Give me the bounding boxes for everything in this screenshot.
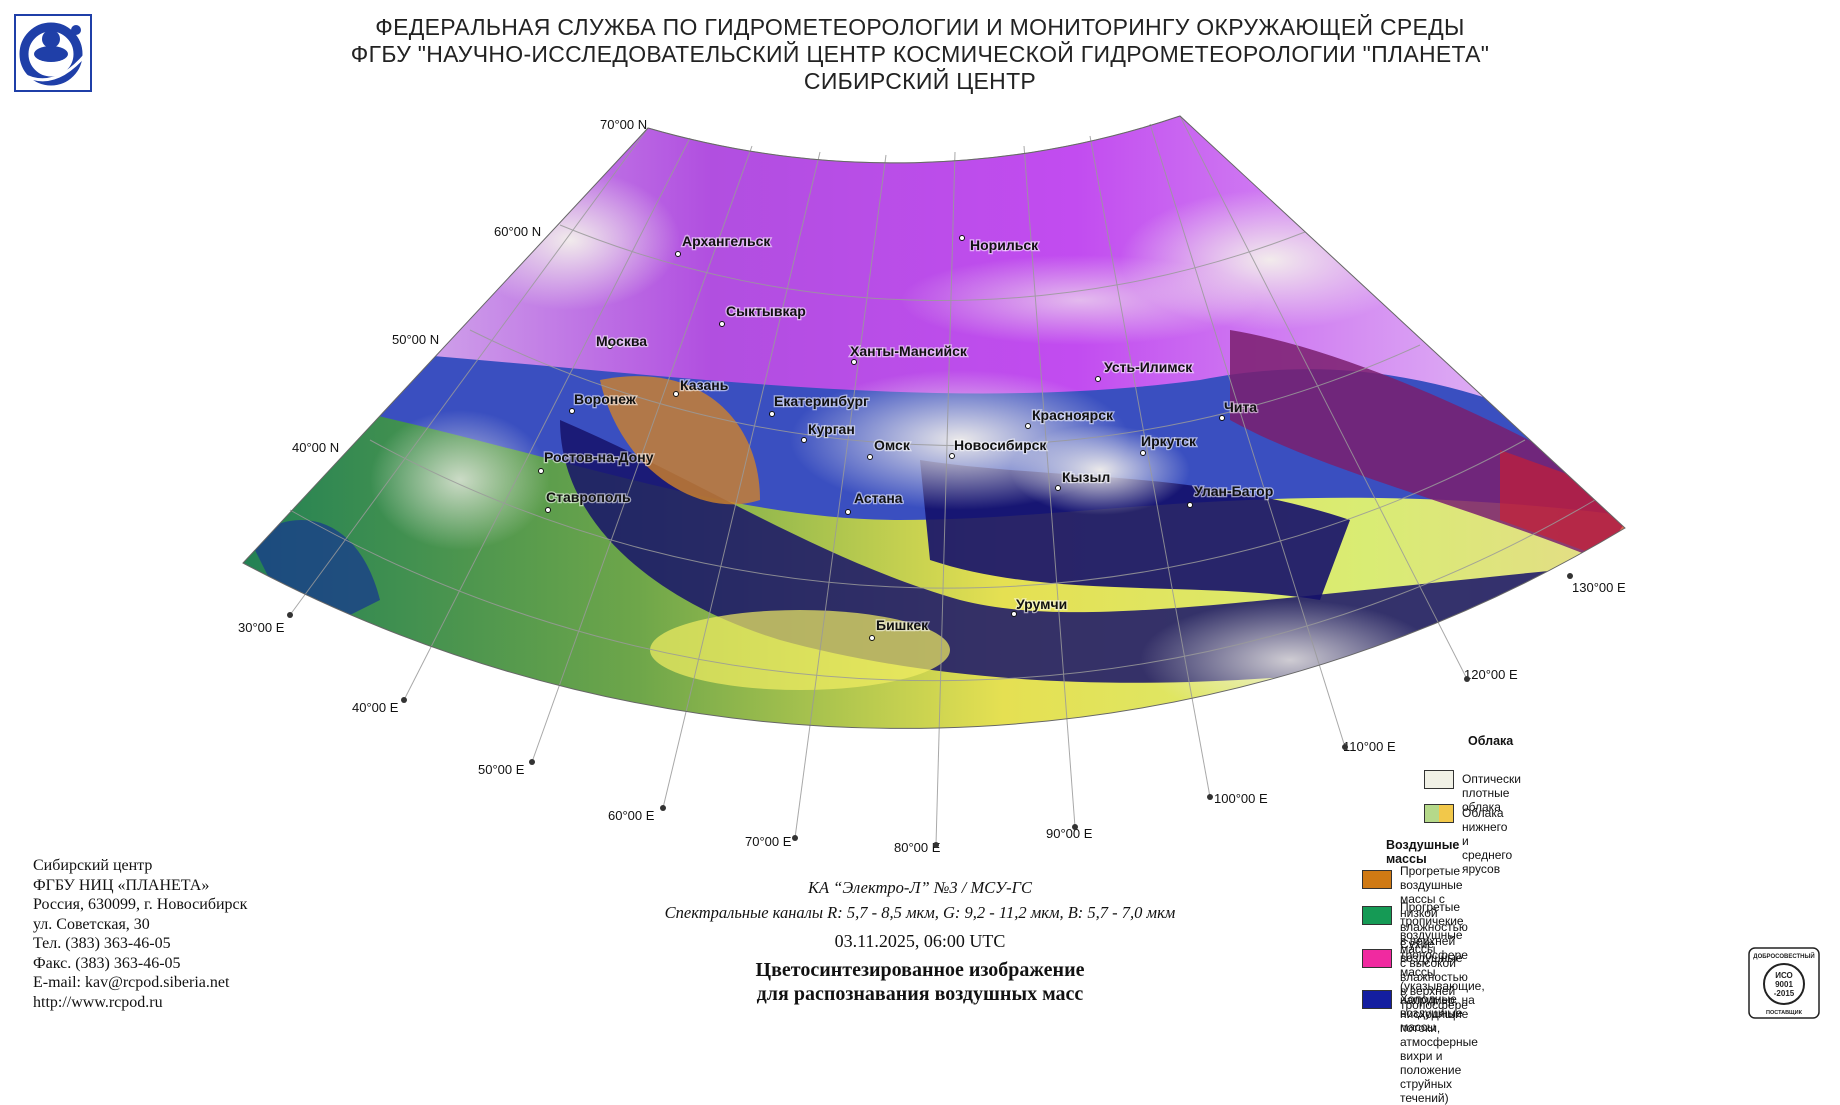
svg-text:ДОБРОСОВЕСТНЫЙ: ДОБРОСОВЕСТНЫЙ <box>1753 952 1814 960</box>
legend-swatch <box>1424 770 1454 789</box>
latitude-labels: 70°00 N 60°00 N 50°00 N 40°00 N <box>292 117 647 455</box>
legend-label: струйных течений) <box>1400 1077 1452 1105</box>
city-label: Бишкек <box>876 617 929 633</box>
city-label: Красноярск <box>1032 407 1114 423</box>
lon-label: 90°00 E <box>1046 826 1093 841</box>
city-label: Ростов-на-Дону <box>544 449 654 465</box>
lon-label: 50°00 E <box>478 762 525 777</box>
svg-text:ИСО: ИСО <box>1775 971 1793 980</box>
svg-text:ПОСТАВЩИК: ПОСТАВЩИК <box>1766 1010 1803 1016</box>
legend-item-warm-dry: Прогретые воздушные массы с низкой влажн… <box>1362 864 1468 962</box>
planeta-logo-icon <box>14 14 92 92</box>
city-label: Усть-Илимск <box>1104 359 1193 375</box>
svg-text:-2015: -2015 <box>1774 989 1795 998</box>
lon-label: 30°00 E <box>238 620 285 635</box>
legend-label: Оптически плотные облака <box>1462 772 1521 814</box>
legend-item-cold: Холодные воздушные массы <box>1362 990 1463 1034</box>
city-label: Казань <box>680 377 729 393</box>
legend-swatch <box>1424 804 1454 823</box>
longitude-labels: 30°00 E 40°00 E 50°00 E 60°00 E 70°00 E … <box>238 580 1626 855</box>
satellite-map: 70°00 N 60°00 N 50°00 N 40°00 N 30°00 E … <box>238 115 1626 855</box>
legend-item-dense-clouds: Оптически плотные облака <box>1424 770 1521 814</box>
legend-label: Облака нижнего и среднего ярусов <box>1462 806 1513 876</box>
iso-certificate-badge-icon: ДОБРОСОВЕСТНЫЙ ИСО 9001 -2015 ПОСТАВЩИК <box>1748 947 1820 1019</box>
city-label: Курган <box>808 421 855 437</box>
lat-label: 70°00 N <box>600 117 647 132</box>
contact-line: Россия, 630099, г. Новосибирск <box>33 896 248 913</box>
city-label: Урумчи <box>1016 596 1067 612</box>
city-label: Иркутск <box>1141 433 1197 449</box>
lon-label: 80°00 E <box>894 840 941 855</box>
lat-label: 40°00 N <box>292 440 339 455</box>
city-markers: Архангельск Норильск Сыктывкар Москва Ха… <box>538 232 1275 641</box>
contact-line: Сибирский центр <box>33 857 153 874</box>
city-label: Ставрополь <box>546 489 631 505</box>
caption-satellite: КА “Электро-Л” №3 / МСУ-ГС <box>807 878 1032 897</box>
header-line-3: СИБИРСКИЙ ЦЕНТР <box>803 68 1037 94</box>
lon-label: 110°00 E <box>1343 739 1396 754</box>
lon-label: 60°00 E <box>608 808 655 823</box>
city-label: Улан-Батор <box>1194 483 1273 499</box>
city-label: Новосибирск <box>954 437 1047 453</box>
legend-air-title: Воздушные массы <box>1386 838 1460 866</box>
lon-label: 120°00 E <box>1464 667 1518 682</box>
legend-label: Прогретые тропичекие воздушные массы <box>1400 900 1464 956</box>
city-label: Чита <box>1224 399 1257 415</box>
legend-swatch <box>1362 949 1392 968</box>
lat-label: 50°00 N <box>392 332 439 347</box>
city-label: Архангельск <box>682 233 771 249</box>
rgb-imagery <box>243 116 1625 729</box>
lon-label: 70°00 E <box>745 834 792 849</box>
caption-datetime: 03.11.2025, 06:00 UTC <box>834 931 1006 951</box>
city-label: Кызыл <box>1062 469 1110 485</box>
contact-fax: Факс. (383) 363-46-05 <box>33 954 181 972</box>
city-label: Воронеж <box>574 391 637 407</box>
legend-swatch <box>1362 870 1392 889</box>
contact-phone: Тел. (383) 363-46-05 <box>33 935 171 952</box>
city-label: Астана <box>854 490 903 506</box>
city-label: Норильск <box>970 237 1039 253</box>
lat-label: 60°00 N <box>494 224 541 239</box>
legend-item-low-mid-clouds: Облака нижнего и среднего ярусов <box>1424 804 1512 876</box>
legend-item-warm-tropical: Прогретые тропичекие воздушные массы с в… <box>1362 900 1468 1012</box>
legend-swatch <box>1362 990 1392 1009</box>
caption-title-2: для распознавания воздушных масс <box>756 983 1084 1005</box>
legend-label: Сухие воздушные массы (указывающие, напр… <box>1400 937 1485 1007</box>
legend-clouds-title: Облака <box>1468 734 1514 748</box>
city-label: Екатеринбург <box>774 393 869 409</box>
legend-label: с высокой влажностью в верхней тропосфер… <box>1400 956 1468 1012</box>
contact-line: ФГБУ НИЦ «ПЛАНЕТА» <box>33 876 210 894</box>
legend-label: Прогретые воздушные массы с низкой <box>1400 864 1463 920</box>
lon-label: 40°00 E <box>352 700 399 715</box>
caption-title-1: Цветосинтезированное изображение <box>755 959 1085 981</box>
city-label: Сыктывкар <box>726 303 806 319</box>
legend-swatch <box>1362 906 1392 925</box>
contact-email[interactable]: E-mail: kav@rcpod.siberia.net <box>33 974 230 991</box>
contact-website-link[interactable]: http://www.rcpod.ru <box>33 993 163 1011</box>
legend-label: влажностью в верхней тропосфере <box>1400 920 1468 962</box>
contact-line: ул. Советская, 30 <box>33 915 150 933</box>
header-line-1: ФЕДЕРАЛЬНАЯ СЛУЖБА ПО ГИДРОМЕТЕОРОЛОГИИ … <box>375 14 1465 40</box>
city-label: Омск <box>874 437 911 453</box>
city-label: Москва <box>596 333 647 349</box>
lon-label: 130°00 E <box>1572 580 1626 595</box>
city-label: Ханты-Мансийск <box>850 343 968 359</box>
svg-text:9001: 9001 <box>1775 980 1793 989</box>
contact-block: Сибирский центр ФГБУ НИЦ «ПЛАНЕТА» Росси… <box>33 856 247 1012</box>
legend-label: Холодные воздушные массы <box>1400 992 1463 1034</box>
grid-markers <box>287 573 1573 848</box>
page-header: ФЕДЕРАЛЬНАЯ СЛУЖБА ПО ГИДРОМЕТЕОРОЛОГИИ … <box>0 14 1840 95</box>
header-line-2: ФГБУ "НАУЧНО-ИССЛЕДОВАТЕЛЬСКИЙ ЦЕНТР КОС… <box>350 41 1490 67</box>
lon-label: 100°00 E <box>1214 791 1268 806</box>
caption-channels: Спектральные каналы R: 5,7 - 8,5 мкм, G:… <box>664 903 1176 922</box>
